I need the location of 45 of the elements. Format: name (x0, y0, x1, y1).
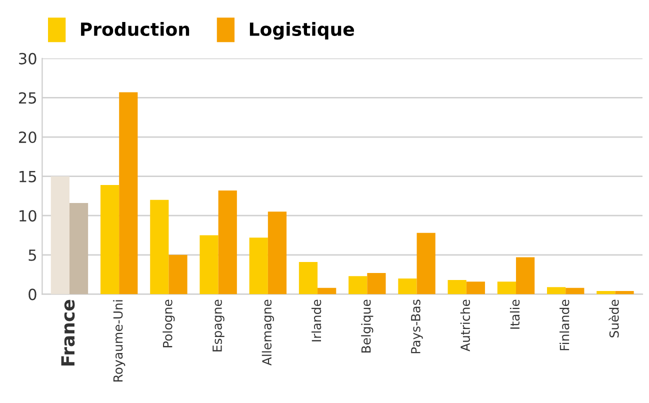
bar (398, 278, 417, 294)
bar (249, 238, 268, 294)
bar (448, 280, 466, 294)
x-tick-label: France (61, 300, 75, 366)
bar (367, 272, 386, 294)
bar (100, 184, 120, 294)
bar (268, 212, 287, 294)
bar (50, 176, 70, 294)
bar (615, 291, 634, 294)
bar (69, 203, 88, 294)
y-tick-label: 0 (28, 288, 36, 300)
x-tick-label: Autriche (460, 300, 470, 352)
bar (348, 276, 368, 294)
legend-label: Logistique (250, 22, 354, 40)
bar (516, 257, 535, 294)
bar (416, 232, 436, 294)
y-tick-label: 10 (20, 210, 36, 222)
bar (318, 288, 336, 294)
bar (596, 291, 616, 294)
bar (566, 288, 584, 294)
bar (150, 200, 169, 294)
x-tick-label: Royaume-Uni (113, 300, 126, 382)
y-tick-label: 30 (19, 52, 36, 64)
x-tick-label: Espagne (212, 300, 224, 352)
y-tick-label: 15 (20, 170, 36, 182)
bar (168, 254, 188, 294)
bar (119, 92, 138, 294)
x-tick-label: Italie (510, 300, 520, 329)
bar (466, 282, 485, 294)
y-tick-label: 20 (19, 131, 36, 144)
x-tick-label: Pays-Bas (411, 300, 423, 354)
bar (298, 262, 318, 294)
bar (497, 282, 516, 294)
bar (218, 190, 237, 294)
bar (547, 287, 566, 294)
bar (200, 235, 218, 294)
x-tick-label: Irlande (311, 300, 322, 342)
x-tick-label: Allemagne (262, 300, 274, 366)
legend-label: Production (81, 22, 190, 36)
y-tick-label: 25 (19, 92, 36, 104)
x-tick-label: Belgique (361, 300, 374, 353)
x-tick-label: Suède (608, 300, 619, 338)
x-tick-label: Finlande (560, 300, 570, 350)
x-tick-label: Pologne (162, 300, 175, 348)
y-tick-label: 5 (28, 250, 36, 261)
